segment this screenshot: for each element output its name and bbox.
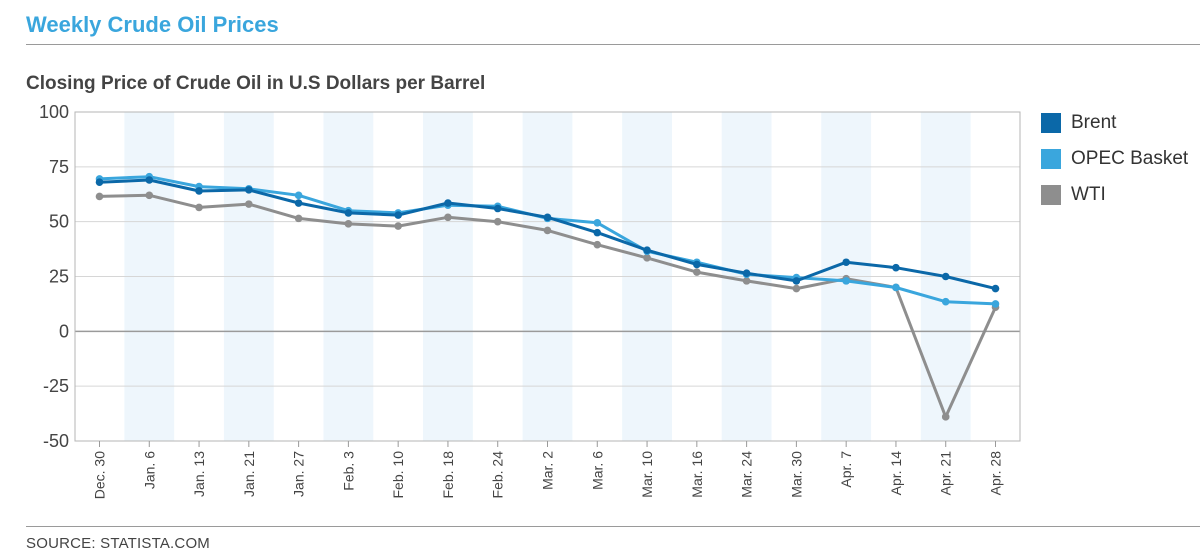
data-point-brent[interactable]: [941, 272, 950, 281]
data-point-brent[interactable]: [593, 228, 602, 237]
x-tick-label: Apr. 21: [938, 451, 954, 496]
data-point-wti[interactable]: [543, 226, 552, 235]
x-tick-label: Mar. 30: [788, 451, 804, 498]
data-point-wti[interactable]: [444, 213, 452, 222]
legend-label-opec-basket: OPEC Basket: [1071, 148, 1189, 169]
line-chart: 100 75 50 25 0 -25 -50 Dec. 30 Jan. 6 Jan. 13 Jan.…: [39, 102, 1021, 499]
data-point-wti[interactable]: [344, 220, 353, 228]
data-point-wti[interactable]: [145, 191, 154, 200]
data-point-opec-basket[interactable]: [593, 218, 602, 227]
data-point-wti[interactable]: [693, 268, 701, 276]
data-point-brent[interactable]: [195, 187, 203, 195]
x-tick-label: Jan. 27: [291, 451, 307, 497]
x-tick-label: Feb. 10: [390, 451, 406, 499]
data-point-brent[interactable]: [145, 176, 154, 184]
data-point-brent[interactable]: [245, 186, 253, 194]
data-point-opec-basket[interactable]: [842, 277, 850, 285]
chart-subtitle: Closing Price of Crude Oil in U.S Dollar…: [26, 73, 486, 94]
y-tick-label: -25: [43, 376, 69, 396]
data-point-opec-basket[interactable]: [991, 300, 1000, 308]
data-point-opec-basket[interactable]: [941, 297, 950, 306]
title-divider: [26, 44, 1200, 45]
footer-divider: [26, 526, 1200, 527]
x-tick-label: Dec. 30: [92, 451, 108, 499]
x-tick-label: Jan. 6: [141, 451, 157, 489]
data-point-opec-basket[interactable]: [892, 283, 900, 292]
data-point-brent[interactable]: [543, 213, 552, 222]
legend-item-brent[interactable]: Brent: [1041, 112, 1188, 134]
x-tick-label: Mar. 24: [739, 451, 755, 498]
x-tick-label: Feb. 18: [440, 451, 456, 499]
data-point-wti[interactable]: [593, 240, 602, 249]
x-tick-label: Apr. 7: [838, 451, 854, 488]
chart-legend: Brent OPEC Basket WTI: [1041, 112, 1188, 220]
data-point-wti[interactable]: [195, 203, 203, 212]
legend-swatch-wti: [1041, 185, 1061, 205]
data-point-wti[interactable]: [394, 222, 402, 230]
x-tick-label: Feb. 3: [340, 451, 356, 491]
x-tick-label: Mar. 16: [689, 451, 705, 498]
data-point-brent[interactable]: [892, 263, 900, 272]
data-point-wti[interactable]: [742, 277, 751, 285]
y-tick-label: 100: [39, 102, 69, 122]
y-tick-label: 0: [59, 321, 69, 341]
source-note: SOURCE: STATISTA.COM: [26, 535, 211, 552]
data-point-wti[interactable]: [941, 413, 950, 421]
legend-swatch-brent: [1041, 113, 1061, 133]
data-point-brent[interactable]: [792, 277, 801, 285]
x-tick-label: Feb. 24: [490, 451, 506, 499]
x-tick-label: Mar. 6: [589, 451, 605, 490]
data-point-brent[interactable]: [493, 204, 502, 213]
data-point-brent[interactable]: [344, 209, 353, 217]
x-tick-label: Apr. 28: [988, 451, 1004, 496]
y-tick-label: -50: [43, 431, 69, 451]
data-point-wti[interactable]: [294, 214, 303, 223]
data-point-brent[interactable]: [693, 260, 701, 269]
data-point-brent[interactable]: [991, 284, 1000, 293]
data-point-opec-basket[interactable]: [294, 191, 303, 200]
data-point-wti[interactable]: [643, 254, 651, 262]
x-tick-label: Jan. 13: [191, 451, 207, 497]
data-point-brent[interactable]: [294, 199, 303, 207]
legend-label-wti: WTI: [1071, 184, 1106, 205]
legend-swatch-opec-basket: [1041, 149, 1061, 169]
data-point-brent[interactable]: [394, 211, 402, 219]
x-tick-label: Jan. 21: [241, 451, 257, 497]
x-tick-label: Apr. 14: [888, 451, 904, 496]
y-tick-label: 25: [49, 267, 69, 287]
x-tick-label: Mar. 10: [639, 451, 655, 498]
data-point-brent[interactable]: [444, 199, 452, 207]
data-point-wti[interactable]: [493, 217, 502, 226]
data-point-wti[interactable]: [245, 200, 253, 208]
data-point-brent[interactable]: [842, 258, 850, 267]
y-tick-label: 75: [49, 157, 69, 177]
data-point-wti[interactable]: [792, 284, 801, 293]
data-point-brent[interactable]: [742, 269, 751, 278]
data-point-brent[interactable]: [95, 178, 104, 186]
legend-item-wti[interactable]: WTI: [1041, 184, 1188, 206]
y-tick-label: 50: [49, 212, 69, 232]
legend-label-brent: Brent: [1071, 112, 1117, 133]
chart-title: Weekly Crude Oil Prices: [26, 12, 279, 37]
data-point-wti[interactable]: [95, 192, 104, 201]
legend-item-opec-basket[interactable]: OPEC Basket: [1041, 148, 1188, 170]
data-point-brent[interactable]: [643, 246, 651, 254]
x-tick-label: Mar. 2: [540, 451, 556, 490]
